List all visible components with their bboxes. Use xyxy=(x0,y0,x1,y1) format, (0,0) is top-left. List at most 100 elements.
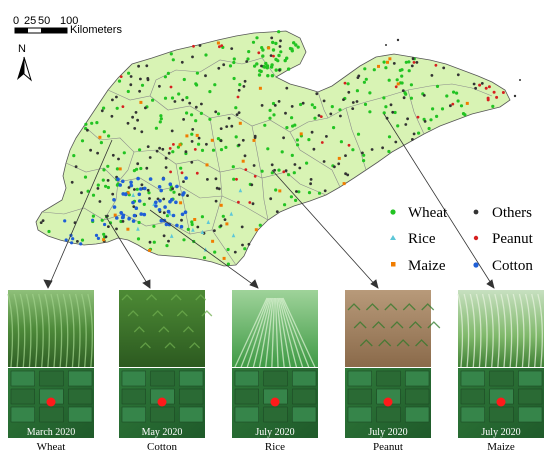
scale-unit: Kilometers xyxy=(70,24,122,36)
scale-bar-segment xyxy=(15,28,28,33)
peanut-sample-point xyxy=(220,44,224,47)
maize-sample-point xyxy=(139,100,143,104)
cotton-sample-point xyxy=(134,206,139,210)
others-sample-point xyxy=(391,110,395,114)
cotton-sample-point xyxy=(131,200,135,205)
north-label: N xyxy=(18,43,26,55)
others-sample-point xyxy=(180,218,183,222)
photo-date: July 2020 xyxy=(481,427,520,438)
wheat-sample-point xyxy=(102,130,106,134)
photo-texture xyxy=(415,339,429,347)
wheat-sample-point xyxy=(356,132,361,136)
others-sample-point xyxy=(146,188,150,192)
photo-panel-maize: July 2020 Maize xyxy=(457,290,544,453)
wheat-sample-point xyxy=(228,64,233,68)
wheat-sample-point xyxy=(100,218,104,222)
others-sample-point xyxy=(456,73,460,77)
wheat-sample-point xyxy=(396,124,400,128)
wheat-sample-point xyxy=(102,106,106,110)
wheat-sample-point xyxy=(140,83,145,87)
callout-line-rice xyxy=(149,209,259,289)
scale-tick-50: 50 xyxy=(38,15,50,27)
cotton-sample-point xyxy=(159,188,163,193)
wheat-sample-point xyxy=(258,69,262,73)
wheat-sample-point xyxy=(310,103,314,107)
wheat-sample-point xyxy=(382,96,386,100)
wheat-sample-point xyxy=(364,77,368,81)
cotton-sample-point xyxy=(142,212,147,217)
cotton-sample-point xyxy=(157,185,162,189)
others-sample-point xyxy=(322,99,326,103)
peanut-sample-point xyxy=(169,170,173,174)
maize-sample-point xyxy=(113,213,117,217)
wheat-sample-point xyxy=(403,91,407,95)
wheat-sample-point xyxy=(307,191,312,195)
peanut-sample-point xyxy=(451,102,455,106)
others-sample-point xyxy=(155,149,159,153)
wheat-sample-point xyxy=(264,61,268,66)
photo-texture xyxy=(19,293,26,368)
cotton-sample-point xyxy=(175,223,179,228)
wheat-sample-point xyxy=(200,148,205,152)
photo-texture xyxy=(87,293,93,368)
peanut-sample-point xyxy=(495,95,499,99)
satellite-parcel xyxy=(489,406,514,423)
wheat-sample-point xyxy=(299,102,303,107)
satellite-parcel xyxy=(150,406,175,423)
others-sample-point xyxy=(351,101,355,104)
wheat-sample-point xyxy=(208,117,212,121)
wheat-sample-point xyxy=(290,153,294,157)
scale-tick-0: 0 xyxy=(13,15,19,27)
satellite-parcel xyxy=(234,370,259,387)
photo-texture xyxy=(158,326,170,333)
wheat-sample-point xyxy=(268,108,272,112)
others-sample-point xyxy=(194,105,198,109)
wheat-sample-point xyxy=(440,107,445,111)
photo-texture xyxy=(44,293,50,368)
others-sample-point xyxy=(137,64,141,68)
photo-crop-label: Peanut xyxy=(373,441,403,453)
satellite-parcel xyxy=(121,370,146,387)
rice-sample-point xyxy=(229,211,234,216)
wheat-sample-point xyxy=(283,203,287,207)
satellite-parcel xyxy=(263,406,288,423)
satellite-parcel xyxy=(179,388,204,405)
wheat-sample-point xyxy=(136,237,141,241)
cotton-sample-point xyxy=(131,219,136,223)
satellite-parcel xyxy=(460,388,485,405)
others-sample-point xyxy=(222,63,226,67)
photo-panel-peanut: July 2020 Peanut xyxy=(345,290,441,453)
wheat-sample-point xyxy=(170,96,175,100)
scale-tick-100: 100 xyxy=(60,15,78,27)
satellite-parcel xyxy=(10,388,35,405)
photo-texture xyxy=(81,293,87,368)
maize-sample-point xyxy=(210,138,214,142)
others-sample-point xyxy=(164,166,168,169)
satellite-parcel xyxy=(10,370,35,387)
satellite-parcel xyxy=(292,388,317,405)
cotton-sample-point xyxy=(127,216,131,221)
maize-sample-point xyxy=(238,121,242,125)
others-sample-point xyxy=(241,138,245,142)
wheat-sample-point xyxy=(387,78,391,82)
maize-sample-point xyxy=(102,238,106,242)
wheat-sample-point xyxy=(346,82,350,86)
peanut-sample-point xyxy=(320,141,324,144)
cotton-sample-point xyxy=(119,211,123,215)
others-sample-point xyxy=(381,146,384,150)
others-sample-point xyxy=(126,121,130,125)
photo-texture xyxy=(518,293,525,368)
cotton-sample-point xyxy=(148,177,153,181)
wheat-sample-point xyxy=(115,106,119,110)
wheat-sample-point xyxy=(80,238,85,242)
wheat-sample-point xyxy=(355,89,359,93)
photo-date: July 2020 xyxy=(368,427,407,438)
wheat-sample-point xyxy=(435,114,439,118)
wheat-sample-point xyxy=(382,111,386,115)
wheat-sample-point xyxy=(362,153,366,157)
peanut-sample-point xyxy=(434,63,438,67)
peanut-sample-point xyxy=(412,61,416,64)
maize-samples xyxy=(98,41,469,260)
others-sample-point xyxy=(129,75,133,78)
wheat-sample-point xyxy=(285,126,289,130)
